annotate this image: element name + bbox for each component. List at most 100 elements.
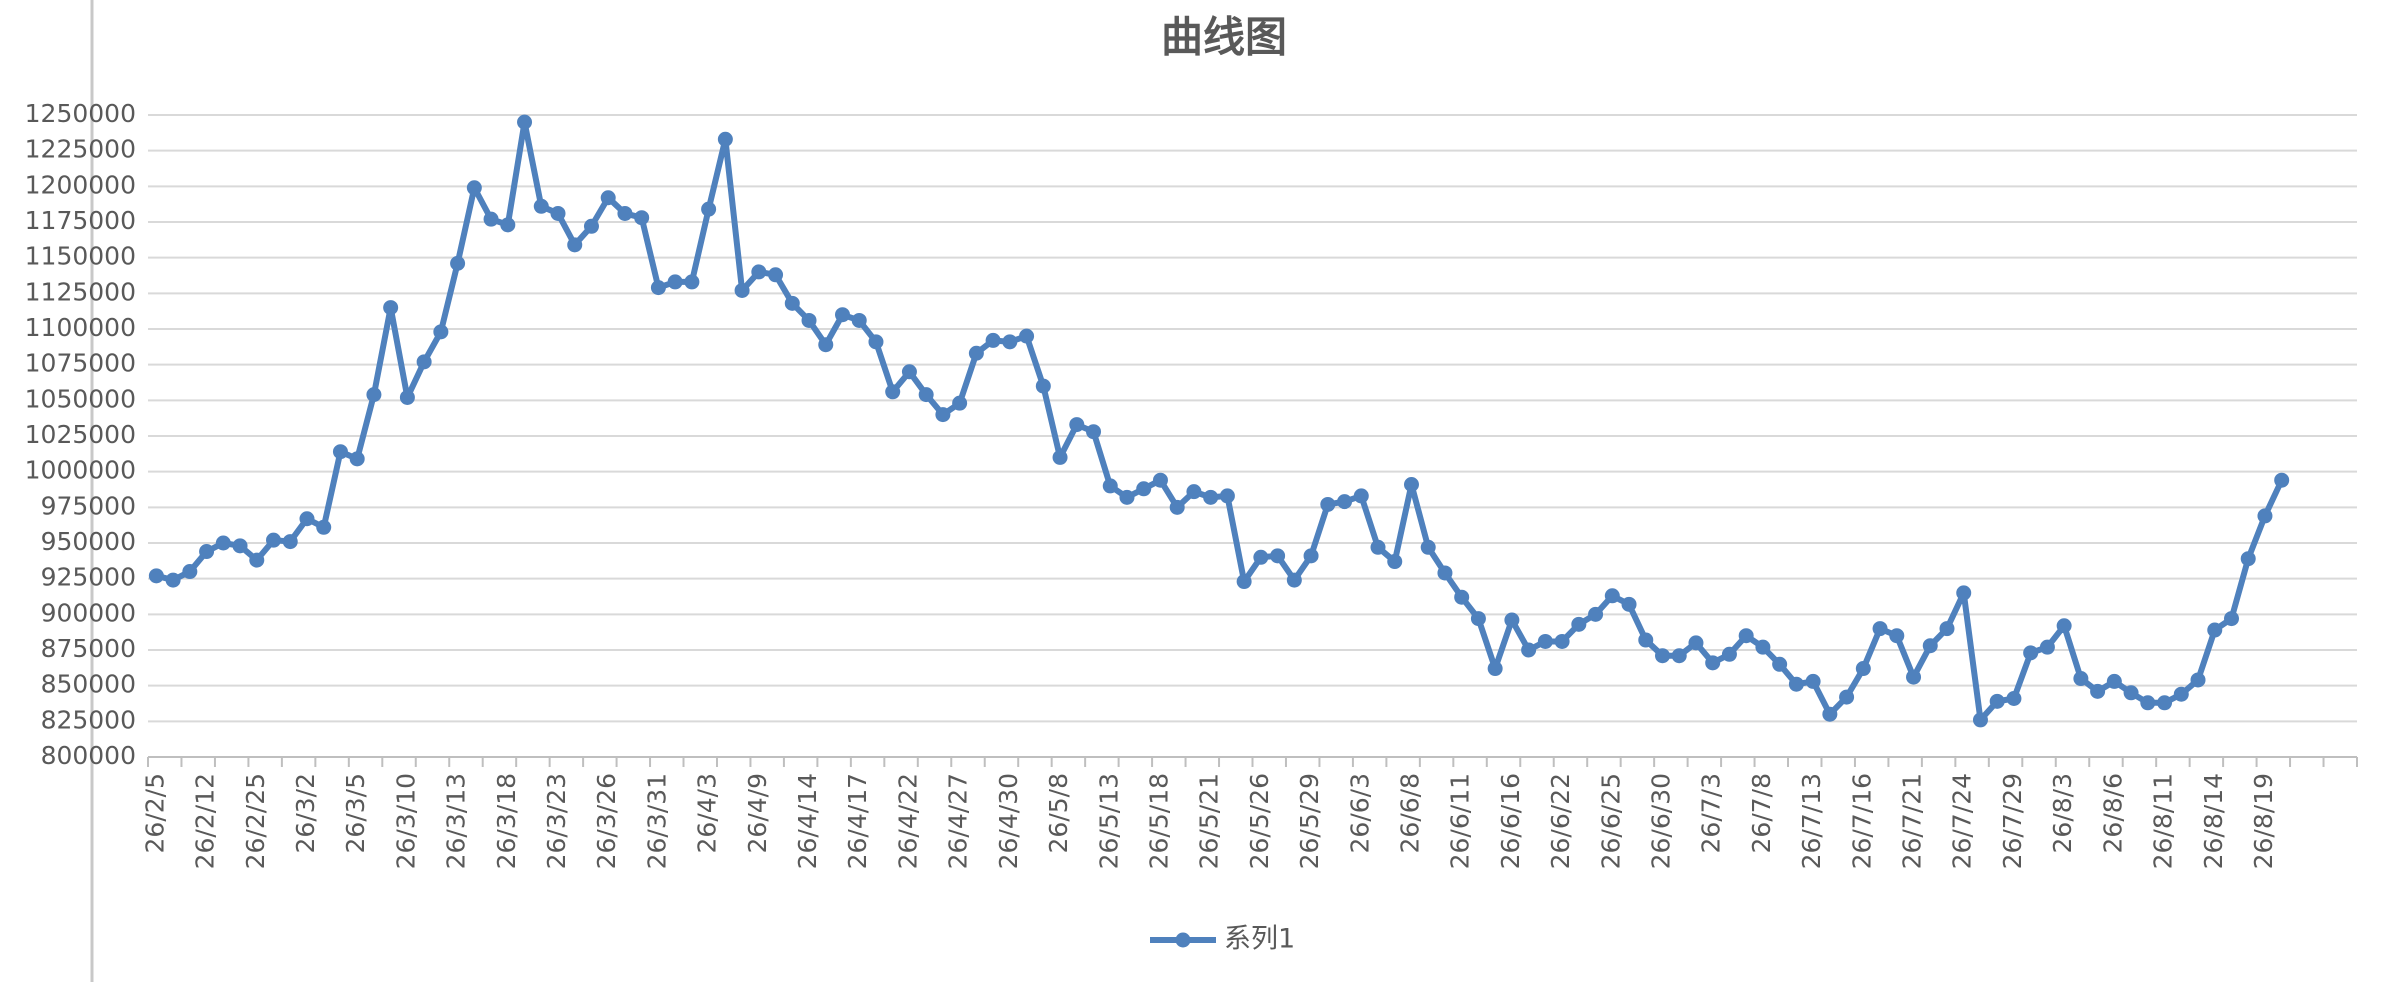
data-point [1939, 621, 1955, 637]
x-tick-label: 26/5/29 [1295, 773, 1324, 869]
data-point [1772, 656, 1788, 672]
x-tick-label: 26/7/21 [1898, 773, 1927, 869]
x-tick-label: 26/6/25 [1596, 773, 1625, 869]
data-point [1604, 588, 1620, 604]
y-tick-label: 850000 [41, 670, 136, 699]
x-tick-label: 26/3/10 [391, 773, 420, 869]
data-point [165, 572, 181, 588]
x-tick-label: 26/8/19 [2249, 773, 2278, 869]
data-point [466, 180, 482, 196]
data-point [1571, 616, 1587, 632]
y-tick-label: 900000 [41, 598, 136, 627]
y-tick-label: 1025000 [25, 420, 136, 449]
data-point [1972, 712, 1988, 728]
data-point [1119, 489, 1135, 505]
x-tick-label: 26/3/18 [492, 773, 521, 869]
data-point [1035, 378, 1051, 394]
data-point [1136, 481, 1152, 497]
y-tick-label: 1000000 [25, 456, 136, 485]
x-tick-label: 26/7/24 [1948, 773, 1977, 869]
data-point [717, 131, 733, 147]
data-point [2123, 685, 2139, 701]
data-point [901, 364, 917, 380]
x-tick-label: 26/3/31 [642, 773, 671, 869]
data-point [2257, 508, 2273, 524]
data-point [1270, 548, 1286, 564]
x-tick-label: 26/6/8 [1395, 773, 1424, 853]
data-point [148, 568, 164, 584]
data-point [215, 535, 231, 551]
data-point [918, 387, 934, 403]
data-point [851, 312, 867, 328]
data-point [483, 211, 499, 227]
legend: 系列1 [1150, 924, 1295, 955]
data-point [1102, 478, 1118, 494]
y-tick-label: 1175000 [25, 206, 136, 235]
data-point [617, 205, 633, 221]
x-tick-label: 26/3/23 [542, 773, 571, 869]
data-point [349, 451, 365, 467]
data-point [1370, 539, 1386, 555]
data-point [282, 534, 298, 550]
data-point [818, 337, 834, 353]
data-point [2073, 671, 2089, 687]
x-tick-label: 26/8/6 [2098, 773, 2127, 853]
data-point [1805, 673, 1821, 689]
legend-label: 系列1 [1224, 924, 1295, 955]
data-point [2274, 472, 2290, 488]
data-point [2157, 695, 2173, 711]
y-tick-label: 950000 [41, 527, 136, 556]
data-point [1504, 612, 1520, 628]
x-tick-label: 26/6/11 [1446, 773, 1475, 869]
data-point [1537, 633, 1553, 649]
data-point [968, 345, 984, 361]
data-point [2056, 618, 2072, 634]
x-tick-label: 26/5/8 [1044, 773, 1073, 853]
data-point [2006, 691, 2022, 707]
data-point [2173, 686, 2189, 702]
data-point [2023, 645, 2039, 661]
data-point [1738, 628, 1754, 644]
data-point [567, 237, 583, 253]
data-point [1470, 611, 1486, 627]
data-point [2106, 673, 2122, 689]
data-point [684, 274, 700, 290]
x-tick-label: 26/3/26 [592, 773, 621, 869]
data-point [1420, 539, 1436, 555]
y-tick-label: 1250000 [25, 99, 136, 128]
data-point [1086, 424, 1102, 440]
y-tick-label: 1125000 [25, 277, 136, 306]
data-point [1387, 554, 1403, 570]
x-tick-label: 26/5/21 [1195, 773, 1224, 869]
data-point [366, 387, 382, 403]
data-point [1169, 499, 1185, 515]
x-tick-label: 26/6/22 [1546, 773, 1575, 869]
data-point [2140, 695, 2156, 711]
data-point [2207, 622, 2223, 638]
data-point [600, 190, 616, 206]
data-point [1671, 648, 1687, 664]
x-tick-label: 26/7/16 [1847, 773, 1876, 869]
data-point [1019, 328, 1035, 344]
data-point [1437, 565, 1453, 581]
x-tick-label: 26/2/12 [191, 773, 220, 869]
data-point [249, 552, 265, 568]
data-point [1638, 632, 1654, 648]
data-point [1286, 572, 1302, 588]
x-tick-label: 26/4/27 [944, 773, 973, 869]
data-point [1454, 589, 1470, 605]
data-point [399, 389, 415, 405]
data-point [450, 255, 466, 271]
data-point [2223, 611, 2239, 627]
data-point [834, 307, 850, 323]
data-point [784, 295, 800, 311]
data-point [650, 280, 666, 296]
data-point [701, 201, 717, 217]
data-point [1487, 661, 1503, 677]
x-tick-label: 26/7/13 [1797, 773, 1826, 869]
data-point [1337, 494, 1353, 510]
data-point [1203, 489, 1219, 505]
x-tick-label: 26/7/3 [1697, 773, 1726, 853]
